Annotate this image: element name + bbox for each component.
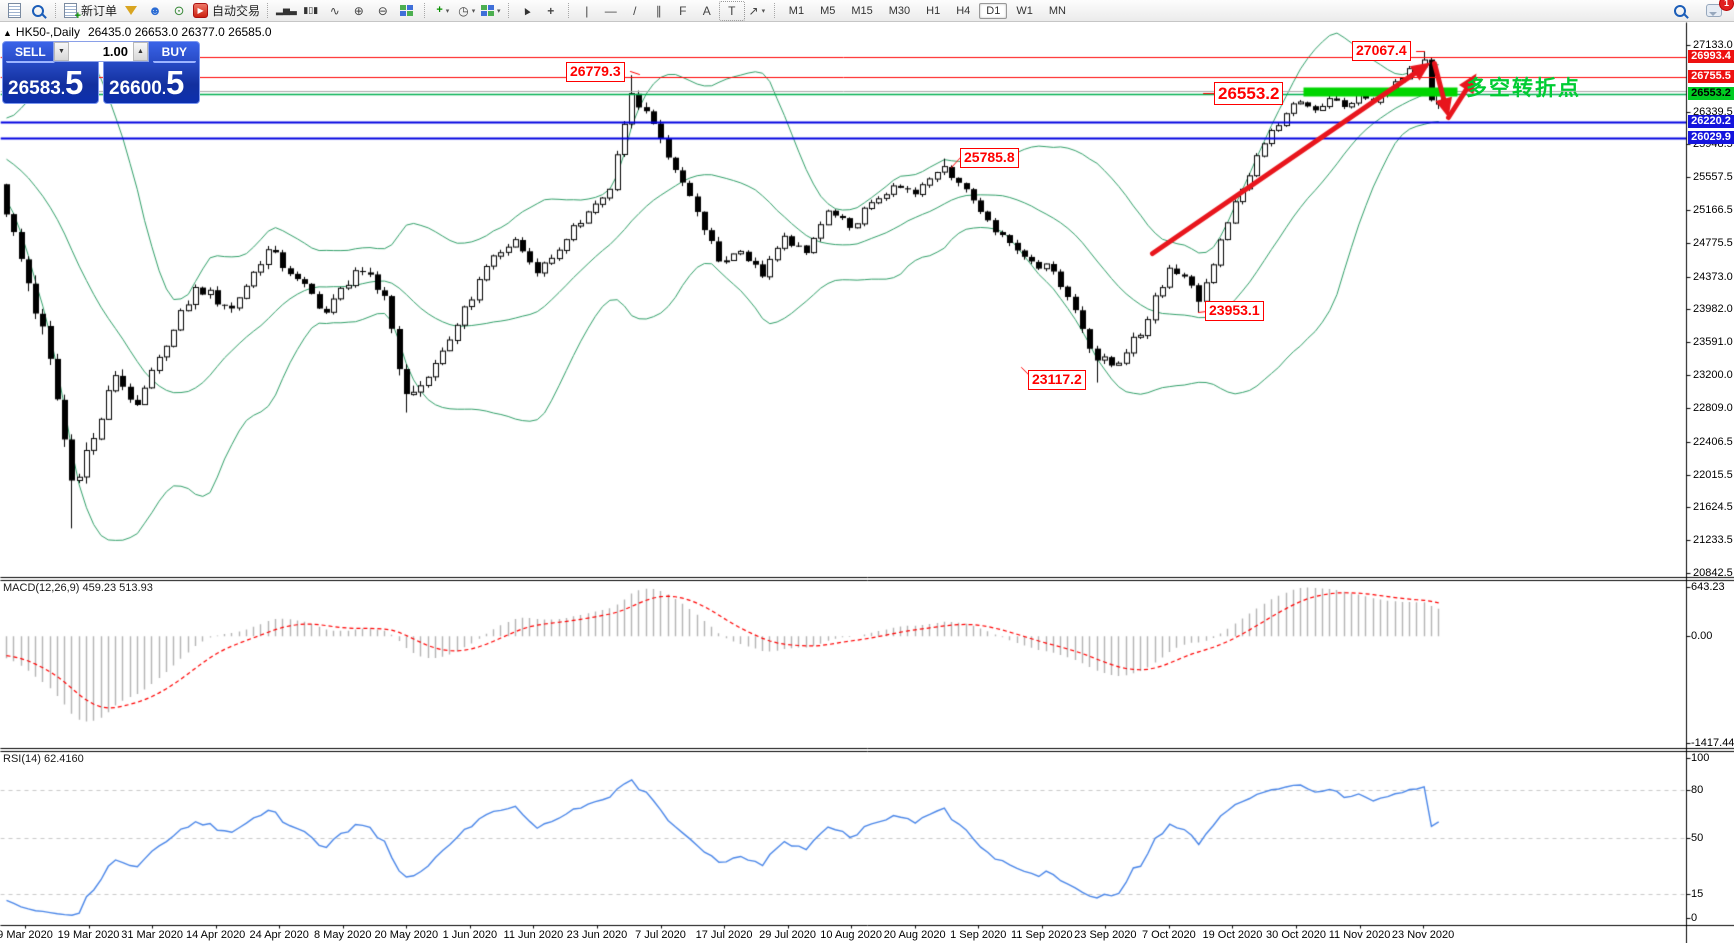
sell-label: SELL (6, 44, 55, 63)
toolbar-separator (267, 3, 269, 18)
vertical-line-tool-icon[interactable]: | (585, 3, 589, 18)
autotrading-button[interactable]: ▶ 自动交易 (191, 2, 262, 20)
candlestick-chart-icon[interactable]: ▮▯▮ (303, 5, 319, 15)
price-callout-label[interactable]: 26779.3 (566, 62, 625, 82)
toolbar-separator (567, 3, 570, 18)
toolbar-separator (507, 3, 510, 18)
timeframe-m15[interactable]: M15 (851, 4, 873, 17)
price-callout-label[interactable]: 27067.4 (1352, 41, 1411, 61)
arrows-tool-icon[interactable]: ↗ ▾ (748, 3, 766, 18)
volume-decrease-button[interactable]: ▼ (54, 42, 69, 61)
new-order-label: 新订单 (81, 4, 118, 18)
chart-symbol-title: ▲ HK50-,Daily 26435.0 26653.0 26377.0 2658… (3, 25, 272, 39)
timeframe-h4[interactable]: H4 (956, 4, 971, 17)
zoom-out-icon[interactable]: ⊖ (377, 3, 388, 18)
line-chart-icon[interactable]: ∿ (329, 3, 340, 18)
toolbar-separator (55, 3, 57, 18)
trendline-tool-icon[interactable]: / (633, 3, 637, 18)
volume-input[interactable] (69, 42, 133, 61)
ohlc-low: 26377.0 (181, 25, 225, 39)
zoom-in-icon[interactable]: ⊕ (353, 3, 364, 18)
fibonacci-tool-icon[interactable]: F (679, 3, 687, 18)
toolbar-separator (773, 3, 776, 18)
periods-icon[interactable]: ◷ ▾ (458, 3, 476, 18)
buy-button[interactable]: BUY 26600.5 (103, 41, 200, 104)
buy-price: 26600.5 (109, 64, 185, 101)
timeframe-d1[interactable]: D1 (979, 2, 1008, 19)
history-center-icon[interactable] (119, 2, 143, 20)
toolbar-separator (423, 3, 426, 18)
crosshair-tool-icon[interactable]: + (547, 3, 555, 18)
price-callout-label[interactable]: 26553.2 (1214, 82, 1284, 106)
sell-price: 26583.5 (8, 64, 84, 101)
mql-community-icon[interactable]: ☻ (148, 3, 162, 18)
rsi-indicator-title: RSI(14) 62.4160 (3, 753, 84, 765)
notification-badge: 1 (1719, 0, 1734, 11)
templates-icon[interactable]: ▾ (479, 2, 503, 20)
bar-chart-icon[interactable]: ▂▅▃ (276, 5, 297, 15)
price-callout-label[interactable]: 23953.1 (1205, 301, 1264, 321)
label-tool-icon[interactable]: T (718, 0, 745, 21)
timeframe-group: M1 M5 M15 M30 H1 H4 D1 W1 MN (781, 2, 1074, 19)
market-watch-icon[interactable] (26, 2, 50, 20)
report-icon[interactable] (2, 2, 26, 20)
indicators-icon[interactable]: + ▾ (436, 4, 450, 16)
ohlc-open: 26435.0 (87, 25, 132, 39)
buy-label: BUY (152, 44, 196, 63)
main-toolbar: + 新订单 ☻ ⊙ ▶ 自动交易 ▂▅▃ ▮▯▮ ∿ ⊕ ⊖ + ▾ ◷ ▾ ▾ ▲… (0, 0, 1734, 22)
timeframe-w1[interactable]: W1 (1016, 4, 1033, 17)
volume-box: ▼ ▲ (53, 41, 149, 62)
notifications-icon[interactable]: 1 (1702, 0, 1734, 20)
search-icon[interactable] (1668, 2, 1692, 20)
price-callout-label[interactable]: 23117.2 (1028, 370, 1086, 390)
timeframe-mn[interactable]: MN (1048, 4, 1066, 17)
symbol-marker-icon: ▲ (3, 28, 12, 38)
timeframe-m30[interactable]: M30 (888, 4, 911, 17)
timeframe-m1[interactable]: M1 (788, 4, 805, 17)
new-order-button[interactable]: + 新订单 (62, 2, 119, 22)
volume-increase-button[interactable]: ▲ (133, 42, 148, 61)
channel-tool-icon[interactable]: ∥ (655, 3, 662, 18)
horizontal-line-tool-icon[interactable]: — (604, 3, 617, 18)
timeframe-m5[interactable]: M5 (820, 4, 836, 17)
macd-indicator-title: MACD(12,26,9) 459.23 513.93 (3, 582, 153, 594)
symbol-period: HK50-,Daily (15, 25, 80, 39)
text-tool-icon[interactable]: A (702, 3, 711, 18)
price-callout-label[interactable]: 25785.8 (960, 148, 1019, 168)
ohlc-high: 26653.0 (134, 25, 179, 39)
tile-windows-icon[interactable] (395, 2, 419, 20)
autotrading-label: 自动交易 (212, 4, 261, 18)
signals-icon[interactable]: ⊙ (173, 2, 185, 18)
timeframe-h1[interactable]: H1 (926, 4, 941, 17)
ohlc-close: 26585.0 (228, 25, 272, 39)
one-click-trading-panel: SELL 26583.5 BUY 26600.5 ▼ ▲ (2, 41, 200, 104)
cursor-tool-icon[interactable]: ▲ (519, 2, 535, 19)
